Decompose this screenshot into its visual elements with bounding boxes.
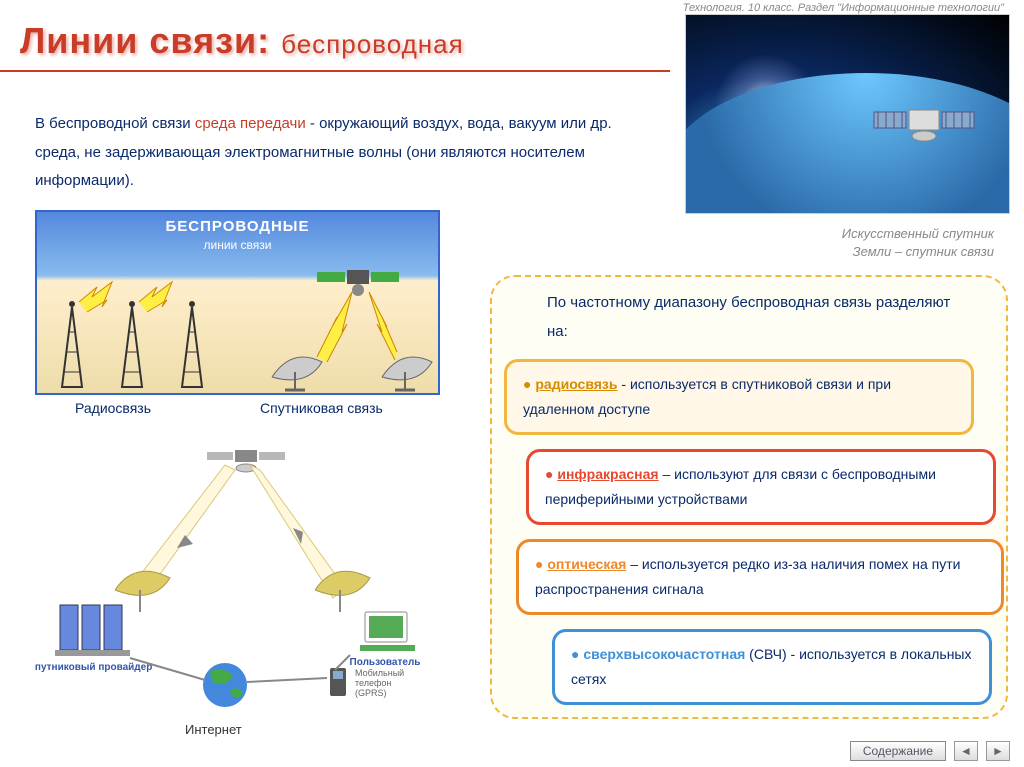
wireless-diagram: БЕСПРОВОДНЫЕ линии связи [35, 210, 440, 395]
title-sub: беспроводная [281, 29, 464, 59]
title-main: Линии связи: [20, 20, 270, 61]
footer-nav: Содержание ◄ ► [850, 741, 1010, 761]
title-underline [0, 70, 670, 72]
radio-tower-icon [62, 301, 82, 387]
radio-tower-icon [122, 301, 142, 387]
term-microwave: сверхвысокочастотная [583, 646, 745, 662]
sat-caption-2: Земли – спутник связи [853, 244, 994, 259]
user-group [315, 571, 415, 651]
signal-bolt-icon [317, 292, 352, 362]
satellite-illustration [685, 14, 1010, 214]
page-title: Линии связи: беспроводная [20, 20, 464, 62]
dish-icon [382, 357, 432, 390]
freq-item-radio: ● радиосвязь - используется в спутниково… [504, 359, 974, 435]
gprs-label: (GPRS) [355, 688, 387, 698]
next-button[interactable]: ► [986, 741, 1010, 761]
term-radio: радиосвязь [535, 376, 617, 392]
internet-label: Интернет [185, 722, 242, 737]
satellite-icon [207, 450, 285, 472]
satellite-icon [869, 80, 979, 160]
sat-label: Спутниковая связь [260, 400, 383, 416]
intro-pre: В беспроводной связи [35, 115, 195, 132]
term-optical: оптическая [547, 556, 626, 572]
satellite-icon [317, 270, 399, 296]
prev-button[interactable]: ◄ [954, 741, 978, 761]
freq-item-optical: ● оптическая – используется редко из-за … [516, 539, 1004, 615]
radio-label: Радиосвязь [75, 400, 151, 416]
provider-label: Спутниковый провайдер [35, 662, 152, 673]
dish-icon [272, 357, 322, 390]
radio-wave-icon [79, 282, 112, 312]
radio-tower-icon [182, 301, 202, 387]
breadcrumb: Технология. 10 класс. Раздел "Информацио… [683, 2, 1004, 14]
freq-item-microwave: ● сверхвысокочастотная (СВЧ) - используе… [552, 629, 992, 705]
sat-caption-1: Искусственный спутник [842, 226, 994, 241]
intro-text: В беспроводной связи среда передачи - ок… [35, 110, 655, 196]
freq-intro: По частотному диапазону беспроводная свя… [547, 289, 967, 346]
gprs-label: телефон [355, 678, 391, 688]
contents-button[interactable]: Содержание [850, 741, 946, 761]
signal-bolt-icon [369, 292, 397, 360]
radio-wave-icon [139, 282, 172, 312]
globe-icon [203, 663, 247, 707]
frequency-box: По частотному диапазону беспроводная свя… [490, 275, 1008, 719]
user-label: Пользователь [350, 657, 421, 668]
gprs-label: Мобильный [355, 668, 404, 678]
freq-item-infrared: ● инфракрасная – используют для связи с … [526, 449, 996, 525]
intro-highlight: среда передачи [195, 115, 306, 132]
satellite-caption: Искусственный спутник Земли – спутник св… [714, 225, 994, 261]
sat-comm-diagram: Спутниковый провайдер Пользователь Мобил… [35, 440, 455, 715]
term-infrared: инфракрасная [557, 466, 658, 482]
provider-group [55, 571, 170, 656]
